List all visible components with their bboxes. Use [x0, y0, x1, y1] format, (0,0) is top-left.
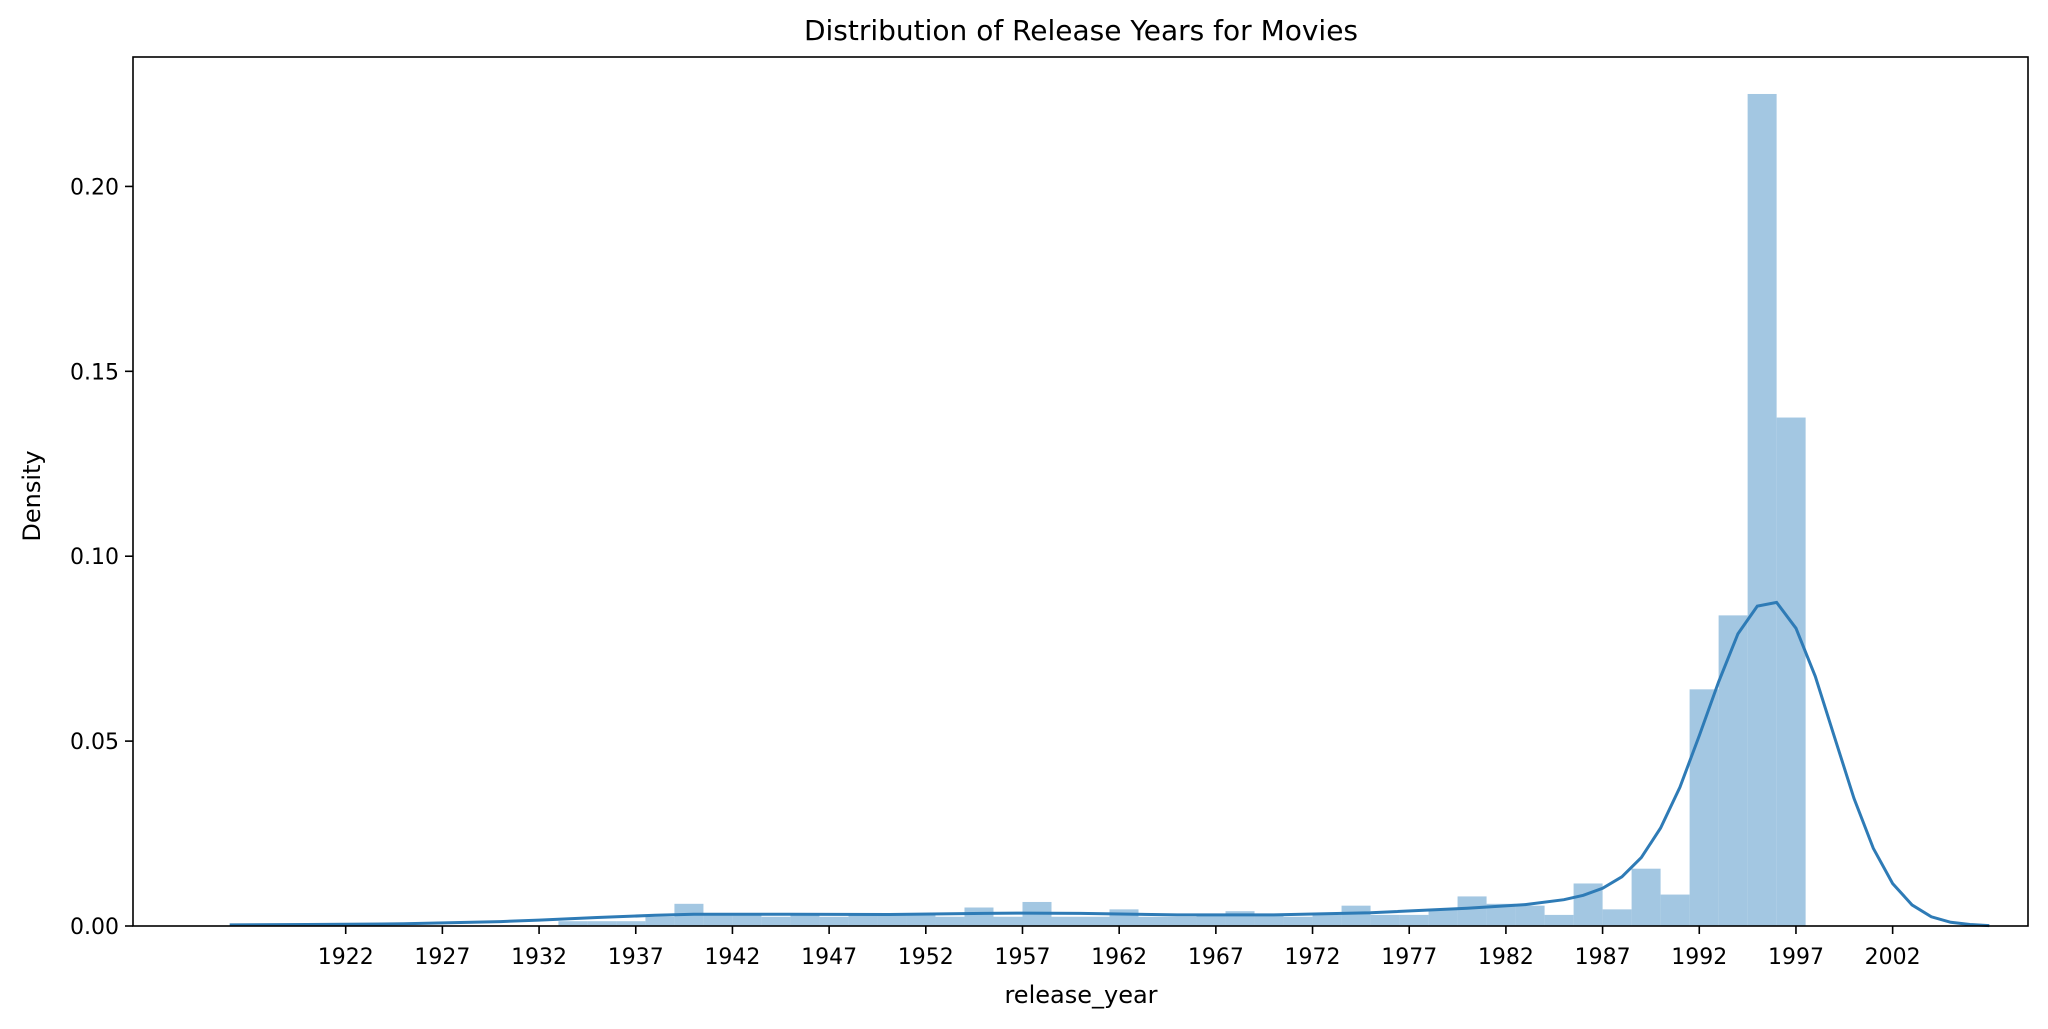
histogram-bar [1283, 916, 1313, 926]
histogram-bar [935, 916, 965, 926]
histogram-bar [1341, 905, 1371, 926]
x-tick-label: 1972 [1285, 945, 1341, 970]
y-axis-label: Density [18, 450, 46, 541]
plot-area-frame [132, 56, 2029, 927]
histogram-bar [1486, 903, 1516, 926]
y-tick-label: 0.00 [70, 915, 119, 940]
histogram-bar [790, 914, 820, 926]
y-tick-label: 0.15 [70, 360, 119, 385]
histogram-bar [1631, 868, 1661, 926]
histogram-bar [964, 907, 994, 926]
histogram-bar [1312, 914, 1342, 926]
x-tick-label: 1947 [801, 945, 857, 970]
histogram-bar [1747, 93, 1777, 927]
x-tick-label: 1937 [608, 945, 664, 970]
x-tick-label: 1957 [994, 945, 1050, 970]
histogram-bar [1544, 914, 1574, 926]
x-axis-label: release_year [1004, 981, 1157, 1009]
histogram-bar [1428, 909, 1458, 926]
histogram-bar [1602, 909, 1632, 926]
histogram-bar [848, 914, 878, 926]
histogram-bar [645, 916, 675, 926]
y-tick-label: 0.05 [70, 730, 119, 755]
histogram-bar [1515, 905, 1545, 926]
x-tick-label: 1922 [318, 945, 374, 970]
histogram-bar [1167, 916, 1197, 926]
histogram-bar [1138, 916, 1168, 926]
y-tick-label: 0.20 [70, 175, 119, 200]
histogram-bar [906, 914, 936, 926]
histogram-bar [993, 916, 1023, 926]
kde-line [229, 600, 1990, 928]
x-tick-label: 1992 [1671, 945, 1727, 970]
histogram-bar [1776, 417, 1806, 926]
y-axis: 0.00 0.05 0.10 0.15 0.20 [70, 175, 133, 940]
histogram-bar [558, 921, 588, 926]
histogram-bar [703, 914, 733, 926]
x-axis: 1922 1927 1932 1937 1942 1947 1952 1957 1962 1967… [318, 926, 1921, 970]
histogram-bar [761, 916, 791, 926]
x-tick-label: 1942 [704, 945, 760, 970]
x-tick-label: 1932 [511, 945, 567, 970]
x-tick-label: 1967 [1188, 945, 1244, 970]
histogram-bar [819, 916, 849, 926]
x-tick-label: 1982 [1478, 945, 1534, 970]
histogram-bar [732, 914, 762, 926]
histogram-bar [1399, 914, 1429, 926]
histogram-bar [1718, 615, 1748, 926]
histogram-bar [1051, 916, 1081, 926]
histogram-bar [877, 914, 907, 926]
histogram-bar [1660, 894, 1690, 926]
y-tick-label: 0.10 [70, 545, 119, 570]
x-tick-label: 1997 [1768, 945, 1824, 970]
histogram-bar [616, 921, 646, 926]
x-tick-label: 1962 [1091, 945, 1147, 970]
histogram-bar [1196, 914, 1226, 926]
histogram-bar [1689, 689, 1719, 926]
x-tick-label: 1952 [898, 945, 954, 970]
x-tick-label: 1977 [1381, 945, 1437, 970]
x-tick-label: 1987 [1575, 945, 1631, 970]
x-tick-label: 1927 [414, 945, 470, 970]
histogram-bar [1109, 909, 1139, 926]
histogram-bar [1457, 896, 1487, 926]
chart-title: Distribution of Release Years for Movies [804, 14, 1358, 47]
histogram-bar [1370, 914, 1400, 926]
histogram-bar [1254, 914, 1284, 926]
x-tick-label: 2002 [1865, 945, 1921, 970]
histogram-bar [587, 921, 617, 926]
histogram-bar [1080, 916, 1110, 926]
